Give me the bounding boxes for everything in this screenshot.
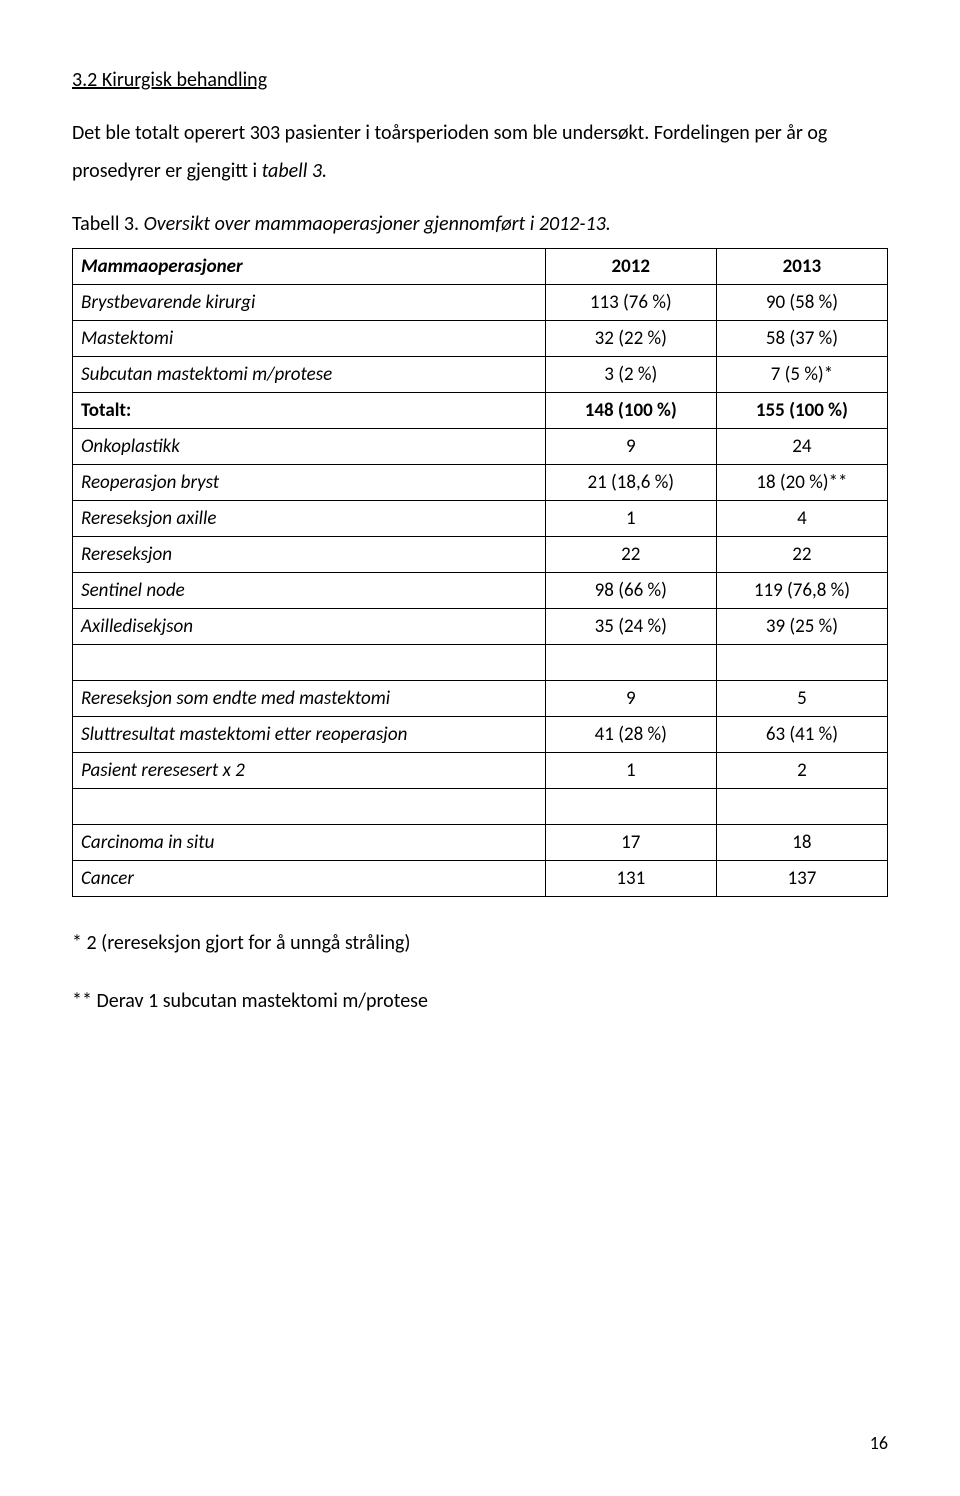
footnote-1: * 2 (rereseksjon gjort for å unngå strål… [72,931,888,955]
table-cell [545,645,716,681]
caption-a: Tabell 3. [72,212,139,236]
table-cell-label: Onkoplastikk [73,429,546,465]
table-cell: 148 (100 %) [545,393,716,429]
table-cell-label: Carcinoma in situ [73,825,546,861]
table-cell: 90 (58 %) [716,285,887,321]
table-cell: 5 [716,681,887,717]
table-row: Totalt:148 (100 %)155 (100 %) [73,393,888,429]
table-row: Reoperasjon bryst21 (18,6 %)18 (20 %)** [73,465,888,501]
table-cell-label: Reoperasjon bryst [73,465,546,501]
table-cell: 22 [716,537,887,573]
table-cell-label: Sentinel node [73,573,546,609]
table-cell: 9 [545,429,716,465]
table-row: Rereseksjon2222 [73,537,888,573]
caption-b: Oversikt over mammaoperasjoner gjennomfø… [139,212,611,236]
table-cell-label: Cancer [73,861,546,897]
table-cell: 7 (5 %)* [716,357,887,393]
table-caption: Tabell 3. Oversikt over mammaoperasjoner… [72,212,888,236]
table-row: Pasient reresesert x 212 [73,753,888,789]
table-cell: 24 [716,429,887,465]
table-cell: 18 (20 %)** [716,465,887,501]
table-cell: 4 [716,501,887,537]
table-cell: 9 [545,681,716,717]
table-cell: 32 (22 %) [545,321,716,357]
table-cell: 22 [545,537,716,573]
table-cell [545,789,716,825]
table-row: Brystbevarende kirurgi113 (76 %)90 (58 %… [73,285,888,321]
para-text-a: Det ble totalt operert 303 pasienter i t… [72,121,827,183]
table-row: Axilledisekjson35 (24 %)39 (25 %) [73,609,888,645]
table-cell: 119 (76,8 %) [716,573,887,609]
table-cell: 39 (25 %) [716,609,887,645]
table-cell: 18 [716,825,887,861]
table-cell: 155 (100 %) [716,393,887,429]
table-row: Sentinel node98 (66 %)119 (76,8 %) [73,573,888,609]
table-cell: 3 (2 %) [545,357,716,393]
table-cell [716,645,887,681]
table-cell: 41 (28 %) [545,717,716,753]
table-cell: 2 [716,753,887,789]
table-header-row: Mammaoperasjoner 2012 2013 [73,249,888,285]
table-cell [716,789,887,825]
table-col-header: 2012 [545,249,716,285]
page-number: 16 [870,1432,888,1454]
table-cell: 17 [545,825,716,861]
intro-paragraph: Det ble totalt operert 303 pasienter i t… [72,114,888,190]
table-col-header: Mammaoperasjoner [73,249,546,285]
table-row [73,789,888,825]
table-cell-label: Brystbevarende kirurgi [73,285,546,321]
table-row: Cancer131137 [73,861,888,897]
table-cell-label: Rereseksjon axille [73,501,546,537]
table-row: Sluttresultat mastektomi etter reoperasj… [73,717,888,753]
table-cell: 21 (18,6 %) [545,465,716,501]
table-cell-label [73,789,546,825]
footnote-2: ** Derav 1 subcutan mastektomi m/protese [72,989,888,1013]
table-cell-label: Subcutan mastektomi m/protese [73,357,546,393]
table-cell: 131 [545,861,716,897]
table-cell: 1 [545,753,716,789]
table-row: Rereseksjon som endte med mastektomi95 [73,681,888,717]
table-cell: 63 (41 %) [716,717,887,753]
table-cell: 35 (24 %) [545,609,716,645]
table-row: Carcinoma in situ1718 [73,825,888,861]
para-text-b: tabell 3. [262,159,327,183]
table-row [73,645,888,681]
section-heading: 3.2 Kirurgisk behandling [72,68,888,92]
table-cell-label: Axilledisekjson [73,609,546,645]
table-cell-label [73,645,546,681]
table-cell-label: Rereseksjon som endte med mastektomi [73,681,546,717]
table-row: Onkoplastikk924 [73,429,888,465]
table-cell-label: Pasient reresesert x 2 [73,753,546,789]
table-cell-label: Rereseksjon [73,537,546,573]
table-cell-label: Mastektomi [73,321,546,357]
table-row: Mastektomi32 (22 %)58 (37 %) [73,321,888,357]
mamma-table: Mammaoperasjoner 2012 2013 Brystbevarend… [72,248,888,897]
table-cell: 113 (76 %) [545,285,716,321]
table-cell: 98 (66 %) [545,573,716,609]
table-cell: 58 (37 %) [716,321,887,357]
table-cell: 1 [545,501,716,537]
table-cell-label: Sluttresultat mastektomi etter reoperasj… [73,717,546,753]
table-row: Subcutan mastektomi m/protese3 (2 %)7 (5… [73,357,888,393]
table-row: Rereseksjon axille14 [73,501,888,537]
table-cell: 137 [716,861,887,897]
table-col-header: 2013 [716,249,887,285]
table-cell-label: Totalt: [73,393,546,429]
